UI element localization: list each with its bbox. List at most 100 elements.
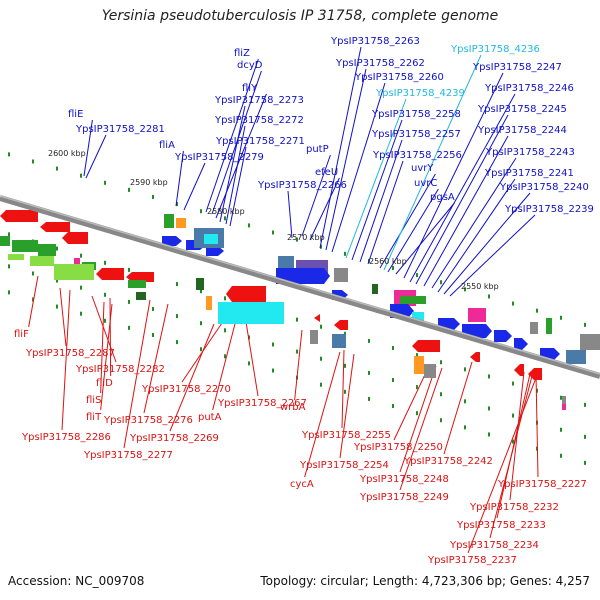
gene-label[interactable]: YpsIP31758_2258 xyxy=(371,109,461,120)
gene-feature xyxy=(8,254,24,260)
gene-label[interactable]: YpsIP31758_2279 xyxy=(174,152,264,163)
gene-label[interactable]: YpsIP31758_2281 xyxy=(75,124,165,135)
gene-label[interactable]: fliZ xyxy=(234,48,250,59)
gene-feature xyxy=(218,302,284,324)
gene-label[interactable]: YpsIP31758_2277 xyxy=(83,450,173,461)
gene-label[interactable]: YpsIP31758_2273 xyxy=(214,95,304,106)
gene-feature xyxy=(334,320,348,330)
gene-label[interactable]: fliY xyxy=(242,83,258,94)
leader-line xyxy=(339,353,355,459)
gene-label[interactable]: YpsIP31758_2234 xyxy=(449,540,539,551)
gene-label[interactable]: YpsIP31758_4236 xyxy=(450,44,540,55)
accession-text: Accession: NC_009708 xyxy=(8,574,145,588)
leader-line xyxy=(100,301,105,394)
gene-label[interactable]: YpsIP31758_2282 xyxy=(75,364,165,375)
gene-label[interactable]: YpsIP31758_2240 xyxy=(499,182,589,193)
gene-label[interactable]: YpsIP31758_2257 xyxy=(371,129,461,140)
gene-label[interactable]: YpsIP31758_2276 xyxy=(103,415,193,426)
gene-label[interactable]: YpsIP31758_2286 xyxy=(21,432,111,443)
gene-feature-layer[interactable] xyxy=(0,210,600,410)
track-tick-mark xyxy=(56,246,58,251)
gene-feature xyxy=(196,278,204,290)
gene-label[interactable]: cycA xyxy=(290,479,314,490)
gene-label[interactable]: YpsIP31758_2242 xyxy=(403,456,493,467)
gene-label[interactable]: YpsIP31758_2247 xyxy=(472,62,562,73)
gene-label[interactable]: putP xyxy=(306,144,329,155)
leader-line xyxy=(175,150,184,207)
gene-label[interactable]: YpsIP31758_2255 xyxy=(301,430,391,441)
gene-feature xyxy=(310,330,318,344)
gene-label[interactable]: YpsIP31758_2254 xyxy=(299,460,389,471)
gene-feature xyxy=(562,396,566,406)
gene-label[interactable]: YpsIP31758_2241 xyxy=(484,168,574,179)
gene-label[interactable]: YpsIP31758_2270 xyxy=(141,384,231,395)
track-tick-mark xyxy=(152,306,154,311)
track-tick-mark xyxy=(80,285,82,290)
track-tick-mark xyxy=(8,264,10,269)
gene-label[interactable]: YpsIP31758_2244 xyxy=(477,125,567,136)
gene-label[interactable]: fliA xyxy=(159,140,175,151)
gene-label[interactable]: YpsIP31758_2232 xyxy=(469,502,559,513)
gene-label[interactable]: uvrC xyxy=(414,178,437,189)
gene-label[interactable]: YpsIP31758_2248 xyxy=(359,474,449,485)
track-tick-mark xyxy=(248,361,250,366)
track-tick-mark xyxy=(104,318,106,323)
gene-feature xyxy=(176,218,186,228)
leader-line xyxy=(215,93,267,219)
gene-label[interactable]: YpsIP31758_2262 xyxy=(335,58,425,69)
gene-label[interactable]: YpsIP31758_2260 xyxy=(354,72,444,83)
axis-tick-label: 2550 kbp xyxy=(461,282,499,291)
track-tick-mark xyxy=(8,290,10,295)
gene-label[interactable]: YpsIP31758_2233 xyxy=(456,520,546,531)
gene-feature xyxy=(372,284,378,294)
gene-feature xyxy=(412,340,440,352)
track-tick-mark xyxy=(200,209,202,214)
gene-label[interactable]: fliF xyxy=(14,329,29,340)
gene-label[interactable]: YpsIP31758_2287 xyxy=(25,348,115,359)
gene-label[interactable]: putA xyxy=(198,412,222,423)
gene-label[interactable]: wrbA xyxy=(280,402,306,413)
track-tick-mark xyxy=(224,216,226,221)
gene-label[interactable]: pgsA xyxy=(430,192,455,203)
leader-line xyxy=(535,373,539,478)
gene-label[interactable]: fliE xyxy=(68,109,83,120)
gene-feature xyxy=(162,236,182,246)
gene-label[interactable]: YpsIP31758_2266 xyxy=(257,180,347,191)
gene-label[interactable]: YpsIP31758_2246 xyxy=(484,83,574,94)
gene-feature xyxy=(276,268,330,284)
gene-label[interactable]: uvrY xyxy=(411,163,434,174)
leader-line xyxy=(169,323,215,432)
gene-label[interactable]: YpsIP31758_2272 xyxy=(214,115,304,126)
gene-label[interactable]: YpsIP31758_2227 xyxy=(497,479,587,490)
gene-label[interactable]: YpsIP31758_2263 xyxy=(330,36,420,47)
gene-feature xyxy=(566,350,586,364)
axis-tick-label: 2600 kbp xyxy=(48,149,86,158)
gene-label[interactable]: YpsIP31758_2237 xyxy=(427,555,517,566)
gene-label[interactable]: YpsIP31758_2267 xyxy=(217,398,307,409)
gene-label[interactable]: efeU xyxy=(315,167,338,178)
gene-label[interactable]: YpsIP31758_2245 xyxy=(477,104,567,115)
gene-label[interactable]: YpsIP31758_2239 xyxy=(504,204,594,215)
axis-tick-label: 2590 kbp xyxy=(130,178,168,187)
gene-label[interactable]: YpsIP31758_2256 xyxy=(372,150,462,161)
leader-line xyxy=(301,154,331,237)
gene-label[interactable]: YpsIP31758_2243 xyxy=(485,147,575,158)
track-tick-mark xyxy=(392,378,394,383)
gene-label[interactable]: YpsIP31758_2269 xyxy=(129,433,219,444)
track-tick-mark xyxy=(80,173,82,178)
gene-label[interactable]: fliS xyxy=(86,395,101,406)
gene-label[interactable]: YpsIP31758_2249 xyxy=(359,492,449,503)
gene-label[interactable]: YpsIP31758_2271 xyxy=(215,136,305,147)
track-tick-mark xyxy=(440,392,442,397)
gene-label[interactable]: dcyD xyxy=(237,60,263,71)
gene-label[interactable]: fliT xyxy=(86,412,102,423)
gene-label[interactable]: YpsIP31758_2250 xyxy=(353,442,443,453)
leader-line xyxy=(225,125,246,225)
leader-line xyxy=(351,119,403,261)
gene-label[interactable]: YpsIP31758_4239 xyxy=(375,88,465,99)
gene-label[interactable]: fliD xyxy=(96,378,113,389)
leader-line xyxy=(415,114,509,285)
track-tick-mark xyxy=(392,404,394,409)
